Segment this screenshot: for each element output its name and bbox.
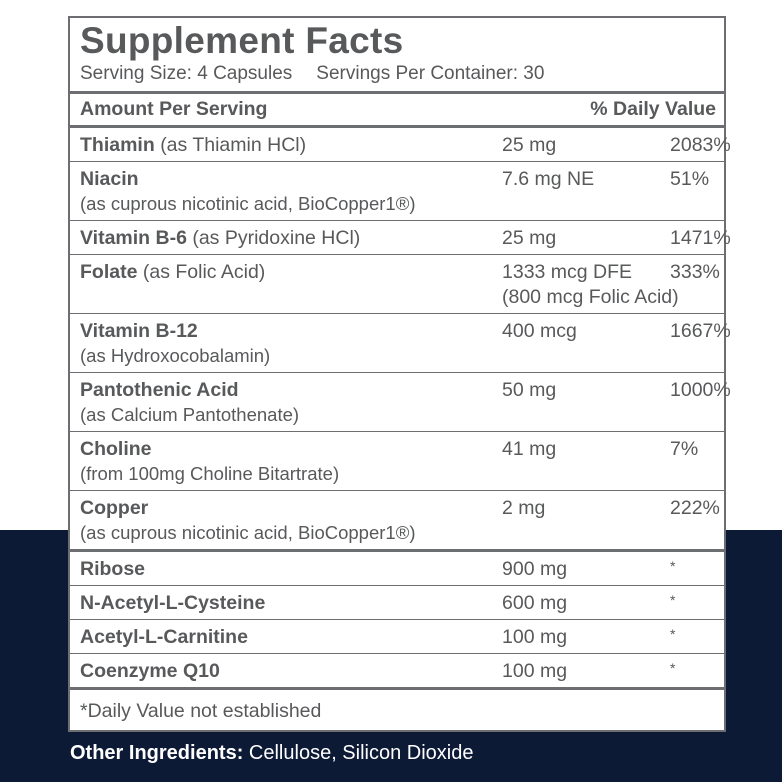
nutrient-name: Choline xyxy=(80,438,152,460)
other-label: Other Ingredients: xyxy=(70,742,244,764)
nutrient: Choline xyxy=(80,438,152,461)
serving-info: Serving Size: 4 Capsules Servings Per Con… xyxy=(80,63,568,85)
nutrient: Niacin xyxy=(80,168,139,191)
facts-panel: Supplement Facts Serving Size: 4 Capsule… xyxy=(68,16,731,732)
nutrient-name: Pantothenic Acid xyxy=(80,379,239,401)
row-6: Choline (from 100mg Choline Bitartrate) 41… xyxy=(70,432,724,491)
column-amount: Amount Per Serving xyxy=(80,98,268,120)
footnote: *Daily Value not established xyxy=(80,700,322,722)
nutrient-name: Vitamin B-6 xyxy=(80,227,187,249)
nutrient: Ribose xyxy=(80,558,145,581)
row-10: Acetyl-L-Carnitine 100 mg * xyxy=(70,620,724,654)
nutrient: Vitamin B-6 (as Pyridoxine HCl) xyxy=(80,227,360,250)
row-1: Niacin (as cuprous nicotinic acid, BioCop… xyxy=(70,162,724,221)
column-header: Amount Per Serving % Daily Value xyxy=(70,94,724,128)
nutrient-name: Acetyl-L-Carnitine xyxy=(80,626,248,648)
nutrient-form: (from 100mg Choline Bitartrate) xyxy=(80,463,340,484)
nutrient-form: (as Folic Acid) xyxy=(142,261,266,283)
nutrient-name: Copper xyxy=(80,497,149,519)
row-5: Pantothenic Acid (as Calcium Pantothenate… xyxy=(70,373,731,432)
row-11: Coenzyme Q10 100 mg * xyxy=(70,654,724,690)
nutrient-name: Thiamin xyxy=(80,134,155,156)
nutrient-form: (as cuprous nicotinic acid, BioCopper1®) xyxy=(80,193,416,214)
row-8: Ribose 900 mg * xyxy=(70,552,724,586)
row-7: Copper (as cuprous nicotinic acid, BioCop… xyxy=(70,491,724,552)
nutrient: Copper xyxy=(80,497,148,520)
other-ingredients: Other Ingredients: Cellulose, Silicon Di… xyxy=(70,742,473,765)
nutrient: N-Acetyl-L-Cysteine xyxy=(80,592,265,615)
row-2: Vitamin B-6 (as Pyridoxine HCl) 25 mg 1471… xyxy=(70,221,731,255)
rule xyxy=(70,91,724,94)
nutrient-form: (as Hydroxocobalamin) xyxy=(80,345,271,366)
nutrient: Pantothenic Acid xyxy=(80,379,239,402)
nutrient-name: Niacin xyxy=(80,168,139,190)
nutrient: Thiamin (as Thiamin HCl) xyxy=(80,134,306,157)
other-text: Cellulose, Silicon Dioxide xyxy=(248,742,474,764)
nutrient-form: (as cuprous nicotinic acid, BioCopper1®) xyxy=(80,522,416,543)
nutrient-name: N-Acetyl-L-Cysteine xyxy=(80,592,266,614)
nutrient-name: Ribose xyxy=(80,558,146,580)
row-9: N-Acetyl-L-Cysteine 600 mg * xyxy=(70,586,724,620)
nutrient: Coenzyme Q10 xyxy=(80,660,220,683)
nutrient: Folate (as Folic Acid) xyxy=(80,261,265,284)
nutrient-form: (as Thiamin HCl) xyxy=(160,134,307,156)
nutrient-form: (as Calcium Pantothenate) xyxy=(80,404,300,425)
nutrient-form: (as Pyridoxine HCl) xyxy=(192,227,361,249)
nutrient: Vitamin B-12 xyxy=(80,320,198,343)
servings-per-container: Servings Per Container: 30 xyxy=(316,63,545,84)
serving-size: Serving Size: 4 Capsules xyxy=(80,63,293,84)
column-dv: % Daily Value xyxy=(590,98,716,120)
nutrient-name: Folate xyxy=(80,261,138,283)
nutrient-name: Vitamin B-12 xyxy=(80,320,198,342)
row-3: Folate (as Folic Acid) 1333 mcg DFE (800 m… xyxy=(70,255,724,314)
nutrient-name: Coenzyme Q10 xyxy=(80,660,220,682)
title: Supplement Facts xyxy=(80,20,404,61)
nutrient: Acetyl-L-Carnitine xyxy=(80,626,248,649)
row-0: Thiamin (as Thiamin HCl) 25 mg 2083% xyxy=(70,128,731,162)
row-4: Vitamin B-12 (as Hydroxocobalamin) 400 mcg… xyxy=(70,314,731,373)
